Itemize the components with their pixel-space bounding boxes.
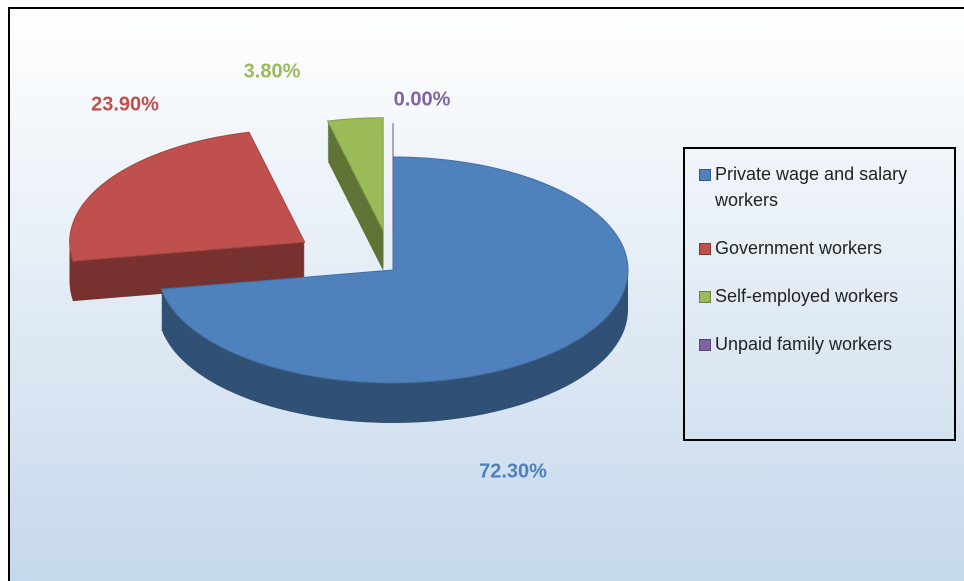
legend: Private wage and salary workers Governmen… <box>683 147 956 441</box>
pie-tops <box>69 117 629 384</box>
slice <box>326 117 384 231</box>
legend-swatch <box>699 243 711 255</box>
legend-label: Private wage and salary workers <box>715 164 908 210</box>
legend-swatch <box>699 169 711 181</box>
legend-item: Private wage and salary workers <box>699 161 944 213</box>
data-label: 23.90% <box>91 93 159 115</box>
data-label: 0.00% <box>394 88 451 110</box>
data-labels: 72.30% 23.90% 3.80% 0.00% <box>91 60 547 482</box>
legend-label: Self-employed workers <box>715 286 899 306</box>
slice <box>69 131 306 262</box>
slice <box>160 156 629 384</box>
legend-item: Unpaid family workers <box>699 331 944 357</box>
data-label: 3.80% <box>244 60 301 82</box>
legend-swatch <box>699 291 711 303</box>
legend-item: Government workers <box>699 235 944 261</box>
legend-swatch <box>699 339 711 351</box>
legend-label: Unpaid family workers <box>715 334 893 354</box>
data-label: 72.30% <box>479 460 547 482</box>
legend-item: Self-employed workers <box>699 283 944 309</box>
legend-label: Government workers <box>715 238 883 258</box>
